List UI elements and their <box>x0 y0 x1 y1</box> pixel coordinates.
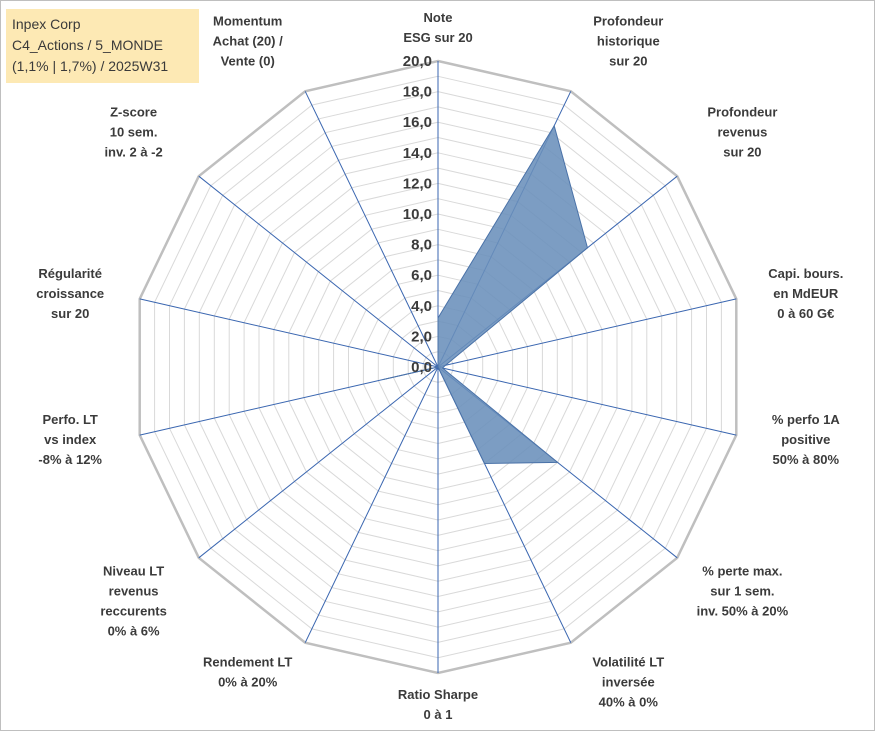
axis-label: Capi. bours. en MdEUR 0 à 60 G€ <box>768 266 843 321</box>
axis-label: Profondeur historique sur 20 <box>593 14 663 69</box>
axis-spoke <box>304 366 439 643</box>
axis-label: % perte max. sur 1 sem. inv. 50% à 20% <box>697 564 789 619</box>
axis-spoke <box>139 298 439 368</box>
tick-label: 2,0 <box>411 328 432 345</box>
tick-label: 12,0 <box>403 175 432 192</box>
tick-label: 6,0 <box>411 267 432 284</box>
tick-label: 10,0 <box>403 206 432 223</box>
axis-label: % perfo 1A positive 50% à 80% <box>772 412 841 467</box>
title-stats: (1,1% | 1,7%) / 2025W31 <box>12 58 169 74</box>
tick-label: 4,0 <box>411 298 432 315</box>
axis-label: Perfo. LT vs index -8% à 12% <box>38 412 102 467</box>
axis-label: Niveau LT revenus reccurents 0% à 6% <box>100 564 166 639</box>
chart-title-box: Inpex Corp C4_Actions / 5_MONDE (1,1% | … <box>6 9 199 83</box>
tick-label: 8,0 <box>411 237 432 254</box>
axis-label: Régularité croissance sur 20 <box>36 266 104 321</box>
tick-label: 14,0 <box>403 145 432 162</box>
axis-label: Note ESG sur 20 <box>403 10 472 45</box>
tick-label: 18,0 <box>403 84 432 101</box>
axis-spoke <box>437 298 737 368</box>
axis-spoke <box>437 366 737 436</box>
series-area <box>382 124 589 465</box>
tick-labels: 0,0 2,0 4,0 6,0 8,0 10,0 12,0 14,0 16,0 18,0 20,0 <box>403 53 432 376</box>
axis-spoke <box>198 366 439 559</box>
series-layer <box>382 124 589 465</box>
axis-label: Rendement LT 0% à 20% <box>203 655 292 690</box>
axis-spoke <box>304 91 439 368</box>
tick-label: 20,0 <box>403 53 432 70</box>
axis-label: Ratio Sharpe 0 à 1 <box>398 687 478 722</box>
axis-label: Momentum Achat (20) / Vente (0) <box>213 14 283 69</box>
tick-label: 0,0 <box>411 359 432 376</box>
axis-label: Volatilité LT inversée 40% à 0% <box>592 655 664 710</box>
tick-label: 16,0 <box>403 114 432 131</box>
title-category: C4_Actions / 5_MONDE <box>12 37 163 53</box>
axis-labels: Note ESG sur 20 Profondeur historique sur 20… <box>36 10 843 722</box>
axis-label: Z-score 10 sem. inv. 2 à -2 <box>104 105 162 160</box>
title-company: Inpex Corp <box>12 16 81 32</box>
axis-label: Profondeur revenus sur 20 <box>707 105 777 160</box>
axis-spoke <box>198 175 439 368</box>
